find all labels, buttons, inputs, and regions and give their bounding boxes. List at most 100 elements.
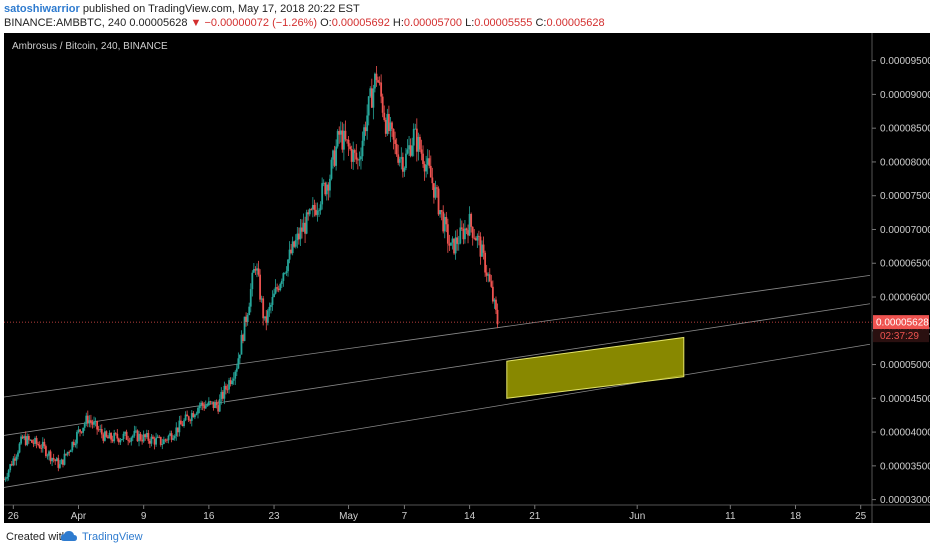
candle-body	[10, 464, 13, 466]
candle-body	[481, 244, 483, 257]
candle-body	[428, 158, 431, 166]
price-tick-label: 0.00008500	[880, 124, 930, 135]
candle-body	[406, 149, 409, 154]
candle-body	[346, 139, 348, 141]
candle-body	[147, 432, 150, 441]
time-tick-label: 18	[790, 511, 802, 522]
candle-body	[86, 415, 89, 424]
candle-body	[387, 113, 390, 132]
candle-body	[401, 157, 404, 172]
candle-body	[372, 88, 375, 108]
candle-body	[48, 451, 50, 456]
candle-body	[43, 441, 46, 447]
candle-body	[237, 358, 240, 369]
candle-body	[135, 430, 137, 432]
countdown-tag	[873, 329, 929, 343]
candle-body	[310, 209, 313, 210]
candles	[4, 65, 499, 482]
candle-body	[192, 413, 195, 418]
candle-body	[161, 444, 164, 445]
candle-body	[190, 413, 193, 421]
candle-body	[193, 414, 196, 418]
candle-body	[304, 222, 306, 234]
tradingview-cloud-icon	[60, 531, 77, 541]
candle-body	[51, 458, 54, 462]
candle-body	[405, 153, 407, 169]
target-zone-rect	[506, 336, 685, 399]
candle-body	[65, 453, 67, 455]
candle-body	[375, 73, 378, 81]
candle-body	[211, 401, 213, 403]
candle-body	[349, 146, 351, 149]
candle-body	[380, 82, 383, 97]
candle-body	[451, 238, 454, 243]
price-chart[interactable]: Ambrosus / Bitcoin, 240, BINANCE 0.00009…	[4, 33, 930, 523]
candle-body	[360, 156, 362, 160]
candle-body	[332, 150, 334, 160]
candle-body	[34, 438, 36, 444]
candle-body	[319, 204, 322, 211]
candle-body	[207, 401, 210, 406]
price-tick-label: 0.00003500	[880, 461, 930, 472]
candle-body	[391, 122, 393, 129]
candle-body	[4, 478, 7, 480]
candle-body	[187, 416, 190, 421]
symbol-label: BINANCE:AMBBTC, 240	[4, 17, 127, 29]
tradingview-brand[interactable]: TradingView	[82, 531, 143, 543]
candle-body	[277, 288, 280, 291]
candle-body	[496, 309, 499, 325]
candle-body	[130, 437, 133, 442]
candle-body	[383, 112, 386, 120]
candle-body	[204, 405, 207, 409]
candle-body	[377, 80, 379, 83]
candle-body	[80, 431, 83, 433]
candle-body	[141, 439, 144, 442]
last-price-tag	[873, 315, 929, 330]
chart-canvas[interactable]: Ambrosus / Bitcoin, 240, BINANCE 0.00009…	[4, 33, 930, 523]
candle-body	[330, 159, 333, 179]
candle-body	[164, 439, 167, 441]
candle-body	[150, 436, 153, 444]
candle-body	[20, 436, 22, 444]
candle-body	[231, 380, 234, 385]
candle-body	[220, 391, 223, 399]
candle-body	[152, 436, 154, 439]
time-tick-label: 16	[203, 511, 215, 522]
candle-body	[381, 96, 384, 113]
candle-body	[184, 414, 187, 421]
candle-body	[325, 184, 328, 195]
candle-body	[156, 436, 159, 438]
candle-body	[18, 443, 21, 453]
candle-body	[32, 442, 35, 444]
candle-body	[23, 436, 26, 439]
candle-body	[102, 434, 105, 441]
candle-body	[355, 152, 358, 160]
price-axis[interactable]: 0.00009500 0.00009000 0.00008500 0.00008000…	[872, 56, 930, 506]
time-tick-label: May	[339, 511, 358, 522]
candle-body	[434, 187, 437, 198]
candle-body	[457, 243, 460, 245]
candle-body	[341, 130, 344, 150]
candle-body	[88, 420, 91, 424]
candle-body	[259, 274, 261, 300]
candle-body	[339, 130, 342, 135]
last-price-tag-label: 0.00005628	[876, 318, 929, 329]
candle-body	[305, 212, 308, 234]
candle-body	[324, 182, 327, 195]
candle-body	[285, 271, 288, 273]
candle-body	[62, 459, 64, 465]
candle-body	[93, 421, 95, 425]
candle-body	[37, 443, 40, 446]
time-tick-label: 11	[725, 511, 736, 522]
candle-body	[82, 427, 85, 433]
author-link[interactable]: satoshiwarrior	[4, 3, 80, 15]
channel-line	[4, 275, 871, 398]
time-tick-label: 14	[464, 511, 476, 522]
close-label: C:	[535, 17, 547, 29]
time-axis[interactable]: 26 Apr 9 16 23 May 7 14 21 Jun 11 18 25	[8, 505, 867, 522]
candle-body	[265, 316, 268, 323]
candle-body	[493, 299, 496, 302]
candle-body	[316, 210, 319, 215]
candle-body	[248, 306, 251, 316]
candle-body	[450, 242, 452, 246]
